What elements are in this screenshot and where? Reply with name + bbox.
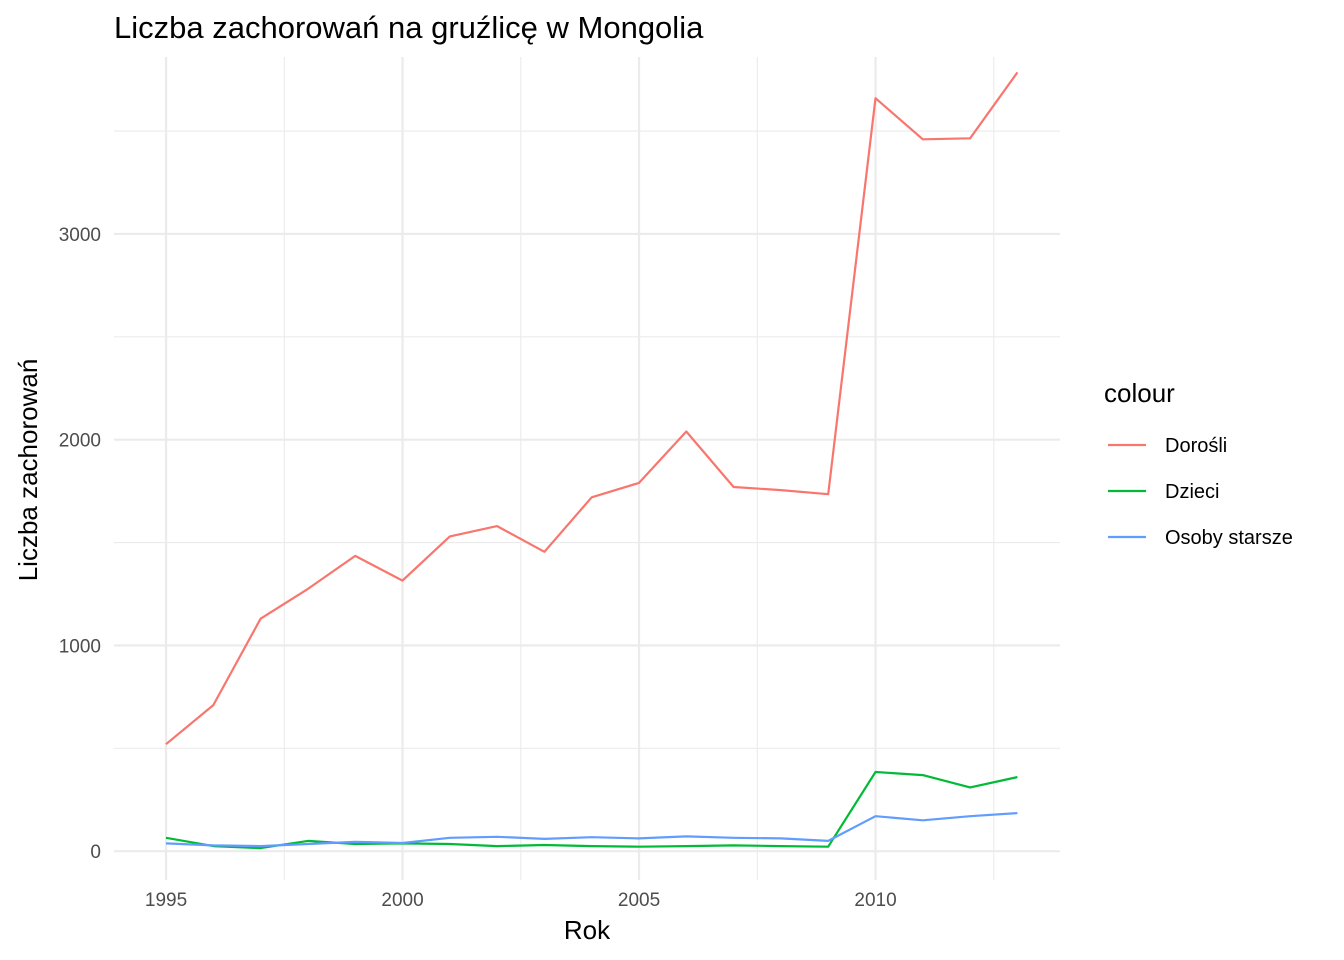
legend-label: Osoby starsze xyxy=(1165,527,1293,549)
x-axis-title: Rok xyxy=(564,915,611,945)
legend: colour Dorośli Dzieci Osoby starsze xyxy=(1104,378,1293,549)
legend-label: Dzieci xyxy=(1165,481,1219,503)
y-tick-label: 1000 xyxy=(59,636,101,657)
y-tick-label: 3000 xyxy=(59,225,101,246)
series-line-dorośli xyxy=(165,71,1019,746)
series-line-osoby-starsze xyxy=(165,812,1018,848)
chart-title: Liczba zachorowań na gruźlicę w Mongolia xyxy=(114,10,704,45)
y-axis-title: Liczba zachorowań xyxy=(13,359,43,582)
legend-title: colour xyxy=(1104,378,1175,408)
x-tick-label: 2010 xyxy=(854,890,896,911)
x-axis-ticks: 1995 2000 2005 2010 xyxy=(145,890,897,911)
x-tick-label: 2000 xyxy=(381,890,423,911)
y-axis-ticks: 0 1000 2000 3000 xyxy=(59,225,101,863)
grid xyxy=(114,57,1060,880)
y-tick-label: 0 xyxy=(90,842,101,863)
y-tick-label: 2000 xyxy=(59,431,101,452)
series-line-dzieci xyxy=(165,770,1018,850)
x-tick-label: 1995 xyxy=(145,890,187,911)
x-tick-label: 2005 xyxy=(618,890,660,911)
series-lines xyxy=(165,71,1019,850)
legend-label: Dorośli xyxy=(1165,435,1227,457)
